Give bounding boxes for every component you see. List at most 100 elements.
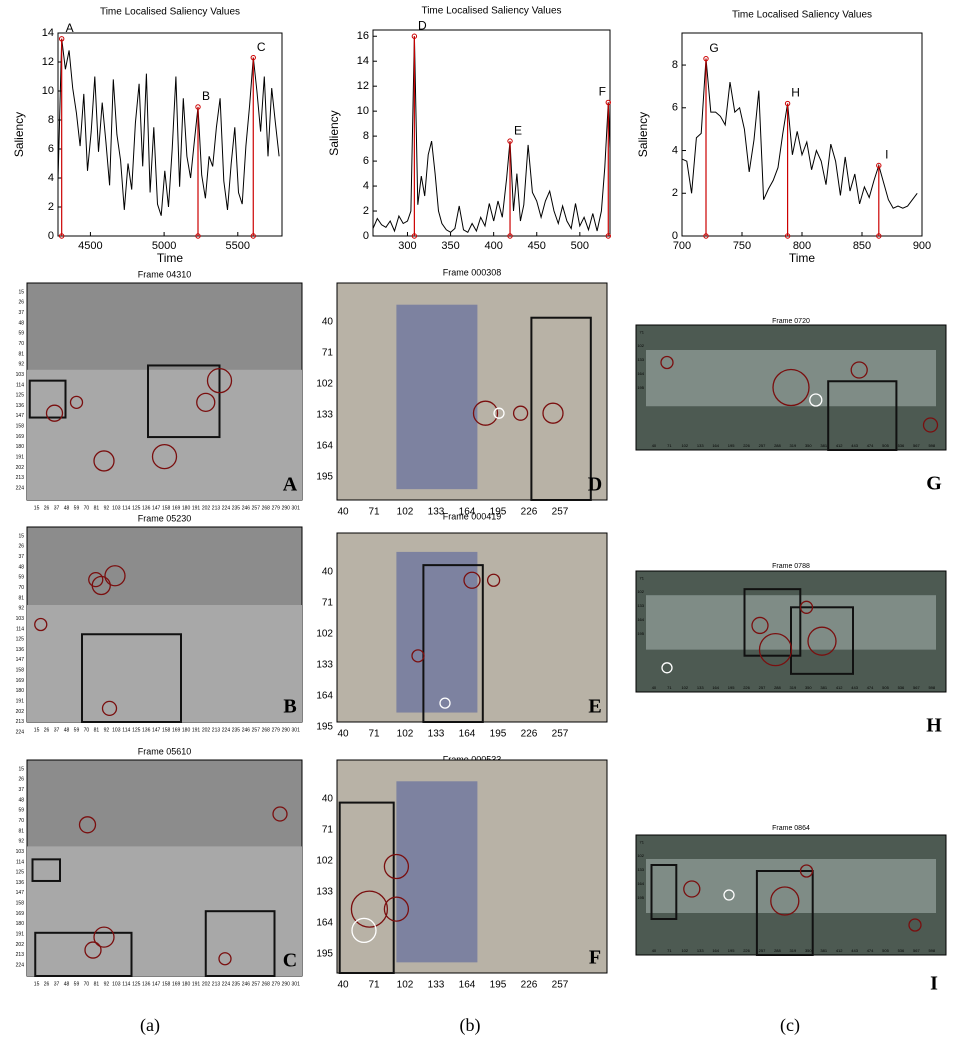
y-tick-label: 71 xyxy=(640,575,645,580)
x-tick-label: 350 xyxy=(805,443,812,448)
x-tick-label: 136 xyxy=(142,727,151,733)
x-tick-label: 213 xyxy=(212,505,221,511)
x-tick-label: 147 xyxy=(152,505,161,511)
x-tick-label: 301 xyxy=(292,505,301,511)
x-tick-label: 350 xyxy=(805,685,812,690)
y-tick-label: 224 xyxy=(16,962,25,968)
y-tick-label: 202 xyxy=(16,465,25,471)
x-tick-label: 257 xyxy=(759,443,766,448)
x-tick-label: 443 xyxy=(851,685,858,690)
y-tick-label: 136 xyxy=(16,647,25,653)
x-tick-label: 48 xyxy=(64,981,70,987)
y-tick-label: 213 xyxy=(16,475,25,481)
x-tick-label: 567 xyxy=(913,443,920,448)
x-tick-label: 147 xyxy=(152,981,161,987)
x-tick-label: 59 xyxy=(74,981,80,987)
y-tick-label: 70 xyxy=(18,341,24,347)
y-tick-label: 4 xyxy=(363,180,369,192)
x-tick-label: 235 xyxy=(232,505,241,511)
y-tick-label: 224 xyxy=(16,729,25,735)
x-tick-label: 226 xyxy=(743,443,750,448)
x-tick-label: 40 xyxy=(652,685,657,690)
x-tick-label: 319 xyxy=(790,948,797,953)
x-tick-label: 92 xyxy=(104,981,110,987)
y-tick-label: 202 xyxy=(16,709,25,715)
x-tick-label: 226 xyxy=(743,948,750,953)
peak-label: I xyxy=(885,148,888,162)
x-tick-label: 226 xyxy=(743,685,750,690)
frame-letter: I xyxy=(930,973,938,995)
x-tick-label: 125 xyxy=(132,727,141,733)
y-tick-label: 164 xyxy=(316,691,333,702)
y-tick-label: 15 xyxy=(18,289,24,295)
x-tick-label: 133 xyxy=(428,980,445,991)
y-tick-label: 12 xyxy=(42,56,54,68)
x-tick-label: 102 xyxy=(681,443,688,448)
y-tick-label: 102 xyxy=(316,629,333,640)
x-tick-label: 443 xyxy=(851,443,858,448)
y-tick-label: 0 xyxy=(48,230,54,242)
x-tick-label: 102 xyxy=(681,685,688,690)
y-tick-label: 10 xyxy=(357,105,369,117)
y-tick-label: 71 xyxy=(640,329,645,334)
y-tick-label: 125 xyxy=(16,870,25,876)
x-tick-label: 71 xyxy=(667,685,672,690)
y-tick-label: 59 xyxy=(18,575,24,581)
y-tick-label: 195 xyxy=(637,895,644,900)
x-tick-label: 15 xyxy=(34,981,40,987)
x-tick-label: 5000 xyxy=(152,240,176,252)
plot-frame xyxy=(373,30,610,236)
y-tick-label: 102 xyxy=(316,379,333,390)
x-tick-label: 536 xyxy=(898,685,905,690)
x-tick-label: 71 xyxy=(368,729,380,740)
y-tick-label: 180 xyxy=(16,688,25,694)
y-tick-label: 48 xyxy=(18,797,24,803)
x-tick-label: 37 xyxy=(54,505,60,511)
x-tick-label: 850 xyxy=(853,240,871,252)
x-tick-label: 180 xyxy=(182,981,191,987)
y-tick-label: 92 xyxy=(18,362,24,368)
x-tick-label: 195 xyxy=(728,685,735,690)
y-tick-label: 103 xyxy=(16,616,25,622)
peak-label: F xyxy=(599,85,606,99)
y-tick-label: 147 xyxy=(16,890,25,896)
x-tick-label: 195 xyxy=(728,948,735,953)
y-tick-label: 6 xyxy=(48,143,54,155)
y-tick-label: 191 xyxy=(16,454,25,460)
frame-letter: B xyxy=(283,696,296,718)
x-tick-label: 103 xyxy=(112,727,121,733)
x-tick-label: 40 xyxy=(337,980,349,991)
x-tick-label: 26 xyxy=(44,981,50,987)
x-tick-label: 412 xyxy=(836,685,843,690)
x-tick-label: 180 xyxy=(182,727,191,733)
figure: (a) (b) (c) Time Localised Saliency Valu… xyxy=(0,0,953,1047)
y-tick-label: 147 xyxy=(16,413,25,419)
y-tick-label: 133 xyxy=(637,867,644,872)
y-tick-label: 48 xyxy=(18,320,24,326)
x-tick-label: 213 xyxy=(212,727,221,733)
y-tick-label: 125 xyxy=(16,393,25,399)
x-tick-label: 750 xyxy=(733,240,751,252)
y-tick-label: 6 xyxy=(363,155,369,167)
frame-title: Frame 000419 xyxy=(443,511,502,521)
peak-label: A xyxy=(66,21,74,35)
y-tick-label: 71 xyxy=(322,598,334,609)
y-tick-label: 125 xyxy=(16,637,25,643)
peak-label: H xyxy=(791,86,800,100)
frame-letter: D xyxy=(588,474,602,496)
y-tick-label: 191 xyxy=(16,931,25,937)
x-tick-label: 301 xyxy=(292,981,301,987)
column-label: (c) xyxy=(780,1015,800,1036)
y-tick-label: 92 xyxy=(18,839,24,845)
x-tick-label: 288 xyxy=(774,443,781,448)
y-tick-label: 70 xyxy=(18,818,24,824)
y-tick-label: 6 xyxy=(672,102,678,114)
x-tick-label: 226 xyxy=(521,729,538,740)
x-tick-label: 450 xyxy=(528,240,546,252)
x-tick-label: 224 xyxy=(222,505,231,511)
x-tick-label: 71 xyxy=(368,507,380,518)
x-tick-label: 257 xyxy=(552,729,569,740)
x-tick-label: 40 xyxy=(337,729,349,740)
x-tick-label: 40 xyxy=(337,507,349,518)
y-tick-label: 195 xyxy=(316,472,333,483)
